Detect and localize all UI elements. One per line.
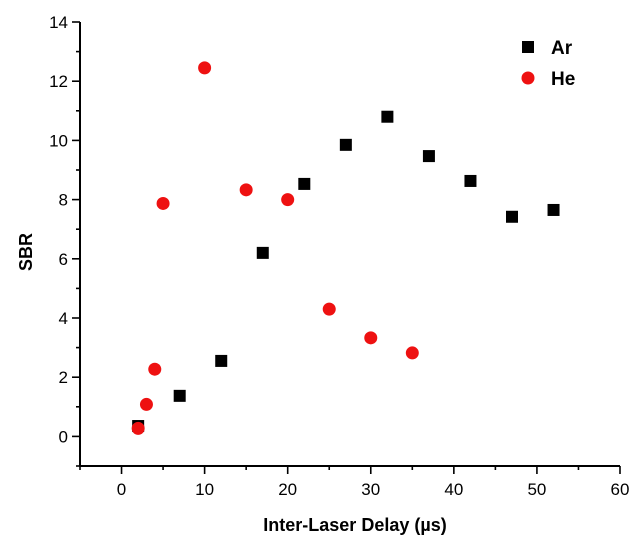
y-tick-label: 2 <box>59 368 68 387</box>
series-ar <box>132 110 560 433</box>
y-tick-label: 12 <box>49 72 68 91</box>
y-tick-label: 8 <box>59 191 68 210</box>
data-point-he <box>322 302 336 316</box>
y-axis-title: SBR <box>16 233 36 271</box>
data-point-he <box>156 196 170 210</box>
data-point-ar <box>422 150 435 163</box>
y-tick-label: 10 <box>49 131 68 150</box>
legend: Ar He <box>521 38 575 90</box>
series-he <box>131 61 419 435</box>
data-point-he <box>131 421 145 435</box>
x-tick-label: 50 <box>527 480 546 499</box>
data-point-ar <box>173 389 186 402</box>
x-tick-label: 10 <box>195 480 214 499</box>
data-point-he <box>139 397 153 411</box>
data-point-ar <box>506 210 518 223</box>
y-tick-label: 14 <box>49 13 68 32</box>
data-point-ar <box>339 138 352 151</box>
data-point-ar <box>381 110 394 123</box>
x-axis-ticks: 0 10 20 30 40 50 60 <box>79 466 630 499</box>
x-tick-label: 40 <box>444 480 463 499</box>
y-tick-label: 6 <box>59 250 68 269</box>
data-point-ar <box>464 174 477 187</box>
x-tick-label: 0 <box>117 480 126 499</box>
y-tick-label: 4 <box>59 309 68 328</box>
data-points <box>131 61 560 435</box>
data-point-ar <box>298 177 311 190</box>
y-tick-label: 0 <box>59 427 68 446</box>
legend-marker-ar <box>522 41 534 53</box>
legend-label-he: He <box>551 69 575 90</box>
data-point-he <box>405 346 419 360</box>
data-point-he <box>281 193 295 207</box>
x-tick-label: 60 <box>611 480 630 499</box>
data-point-ar <box>547 203 560 216</box>
data-point-he <box>239 183 253 197</box>
y-axis-ticks: 0 2 4 6 8 10 12 14 <box>49 13 80 467</box>
legend-marker-he <box>521 71 535 85</box>
data-point-ar <box>215 354 228 367</box>
x-axis-title: Inter-Laser Delay (µs) <box>263 515 446 535</box>
data-point-he <box>364 331 378 345</box>
data-point-ar <box>256 246 269 259</box>
data-point-he <box>148 362 162 376</box>
data-point-he <box>198 61 212 75</box>
x-tick-label: 30 <box>361 480 380 499</box>
axes: 0 10 20 30 40 50 60 0 2 4 6 8 10 12 14 <box>49 13 629 499</box>
legend-label-ar: Ar <box>551 38 573 59</box>
x-tick-label: 20 <box>278 480 297 499</box>
